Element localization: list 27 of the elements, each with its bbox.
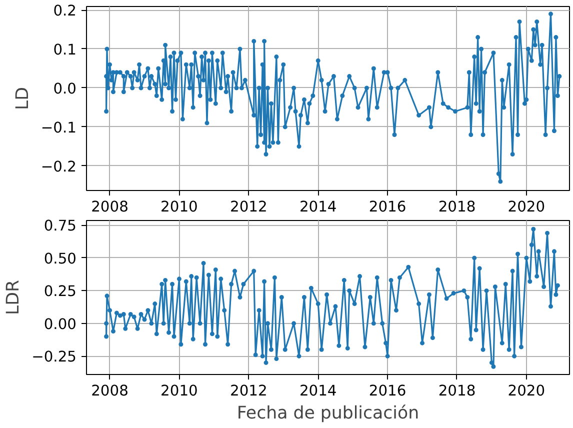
x-tick-label: 2014 (299, 198, 337, 216)
y-axis-title: LD (12, 87, 33, 110)
y-tick-label: 0.25 (44, 283, 77, 300)
y-tick-label: −0.1 (40, 119, 77, 136)
x-tick-label: 2012 (230, 198, 268, 216)
x-tick-label: 2008 (91, 382, 128, 400)
x-tick-label: 2016 (368, 382, 406, 400)
x-axis-title: Fecha de publicación (236, 404, 420, 424)
x-tick-label: 2012 (230, 382, 268, 400)
y-axis-title: LDR (4, 280, 24, 316)
y-tick-label: 0.1 (53, 41, 77, 58)
y-tick-label: −0.25 (32, 348, 77, 366)
y-tick-label: 0.50 (44, 250, 77, 268)
x-tick-label: 2020 (508, 382, 546, 400)
x-tick-label: 2010 (160, 198, 198, 216)
x-tick-label: 2014 (299, 382, 337, 400)
x-tick-label: 2010 (160, 382, 198, 400)
x-tick-label: 2008 (91, 198, 128, 216)
y-tick-label: −0.2 (40, 158, 77, 176)
x-tick-label: 2018 (438, 382, 476, 400)
x-tick-label: 2018 (438, 198, 476, 216)
y-tick-label: 0.75 (44, 218, 77, 235)
y-tick-label: 0.0 (53, 80, 77, 98)
y-tick-label: 0.2 (53, 2, 77, 20)
x-tick-label: 2020 (508, 198, 546, 216)
x-tick-label: 2016 (368, 198, 406, 216)
y-tick-label: 0.00 (44, 316, 77, 333)
